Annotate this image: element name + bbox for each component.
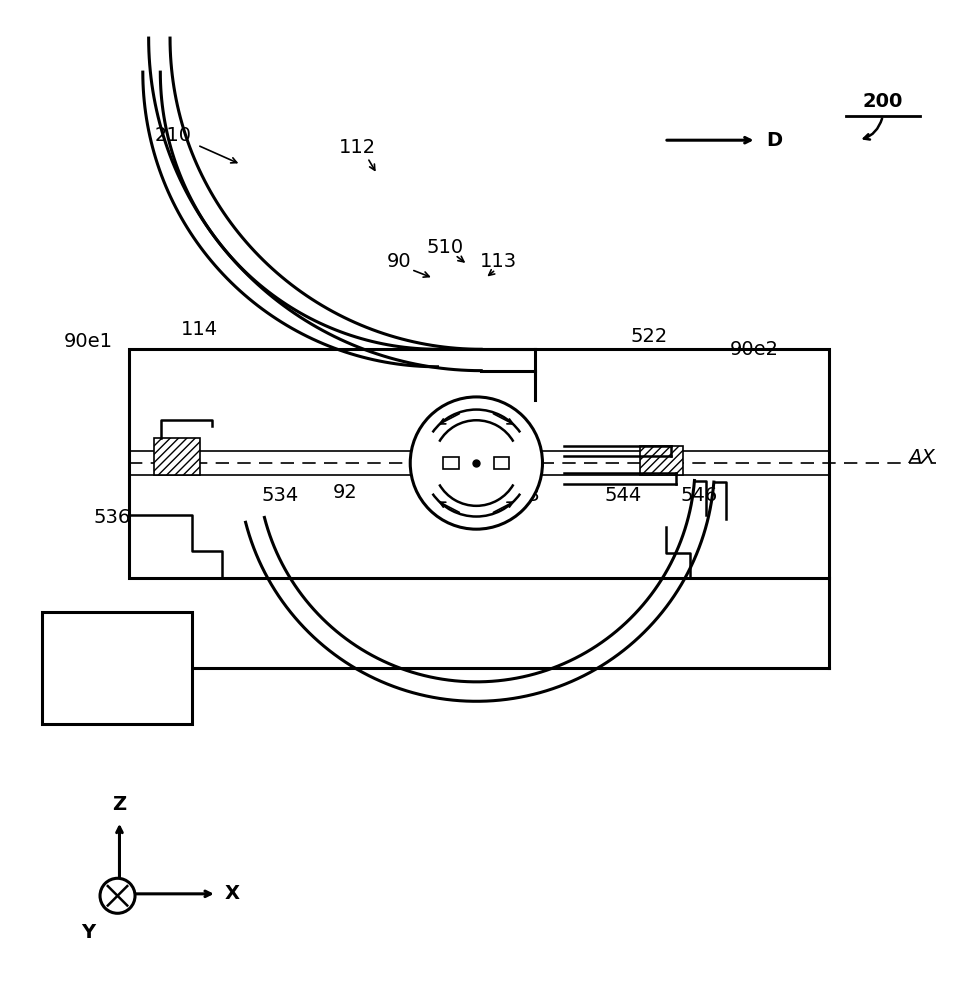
Text: AX: AX <box>908 448 934 467</box>
Text: 200: 200 <box>862 92 902 111</box>
Text: 114: 114 <box>181 320 218 339</box>
Circle shape <box>409 397 542 529</box>
Text: 544: 544 <box>604 486 641 505</box>
Bar <box>443 457 458 469</box>
Bar <box>42 612 192 724</box>
Text: 210: 210 <box>154 126 191 145</box>
Text: 113: 113 <box>480 252 517 271</box>
Text: 522: 522 <box>630 327 667 346</box>
Circle shape <box>100 878 135 913</box>
Text: 92: 92 <box>332 483 357 502</box>
Bar <box>129 349 828 578</box>
Bar <box>153 438 200 475</box>
Text: 93: 93 <box>515 486 539 505</box>
Text: Y: Y <box>81 923 96 942</box>
Text: 510: 510 <box>426 238 463 257</box>
Text: D: D <box>765 131 782 150</box>
Text: 536: 536 <box>93 508 130 527</box>
Text: 91: 91 <box>431 471 455 490</box>
Text: X: X <box>225 884 239 903</box>
Text: 112: 112 <box>339 138 376 157</box>
Text: Z: Z <box>112 795 126 814</box>
Text: 90: 90 <box>386 252 410 271</box>
Text: AR: AR <box>462 405 489 424</box>
Text: 10: 10 <box>106 636 130 655</box>
Text: 90e1: 90e1 <box>64 332 112 351</box>
Bar <box>493 457 509 469</box>
Text: 534: 534 <box>261 486 298 505</box>
Text: 90e2: 90e2 <box>729 340 779 359</box>
Bar <box>639 446 683 475</box>
Text: 546: 546 <box>680 486 717 505</box>
